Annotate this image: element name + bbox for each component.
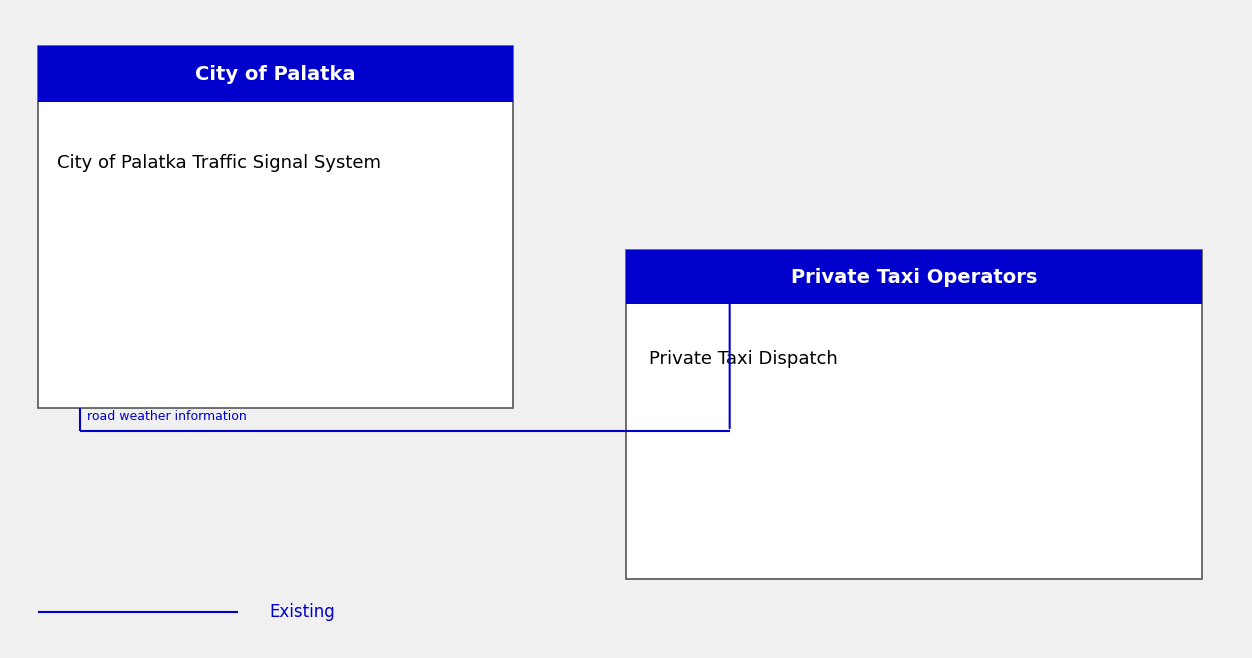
Text: City of Palatka Traffic Signal System: City of Palatka Traffic Signal System: [56, 155, 381, 172]
Text: City of Palatka: City of Palatka: [195, 64, 356, 84]
Bar: [38, 46, 513, 102]
Bar: [626, 250, 1202, 579]
Text: Private Taxi Dispatch: Private Taxi Dispatch: [649, 350, 838, 368]
Text: road weather information: road weather information: [86, 410, 247, 423]
Bar: [626, 250, 1202, 304]
Text: Private Taxi Operators: Private Taxi Operators: [791, 268, 1037, 287]
Text: Existing: Existing: [269, 603, 336, 621]
Bar: [38, 46, 513, 408]
